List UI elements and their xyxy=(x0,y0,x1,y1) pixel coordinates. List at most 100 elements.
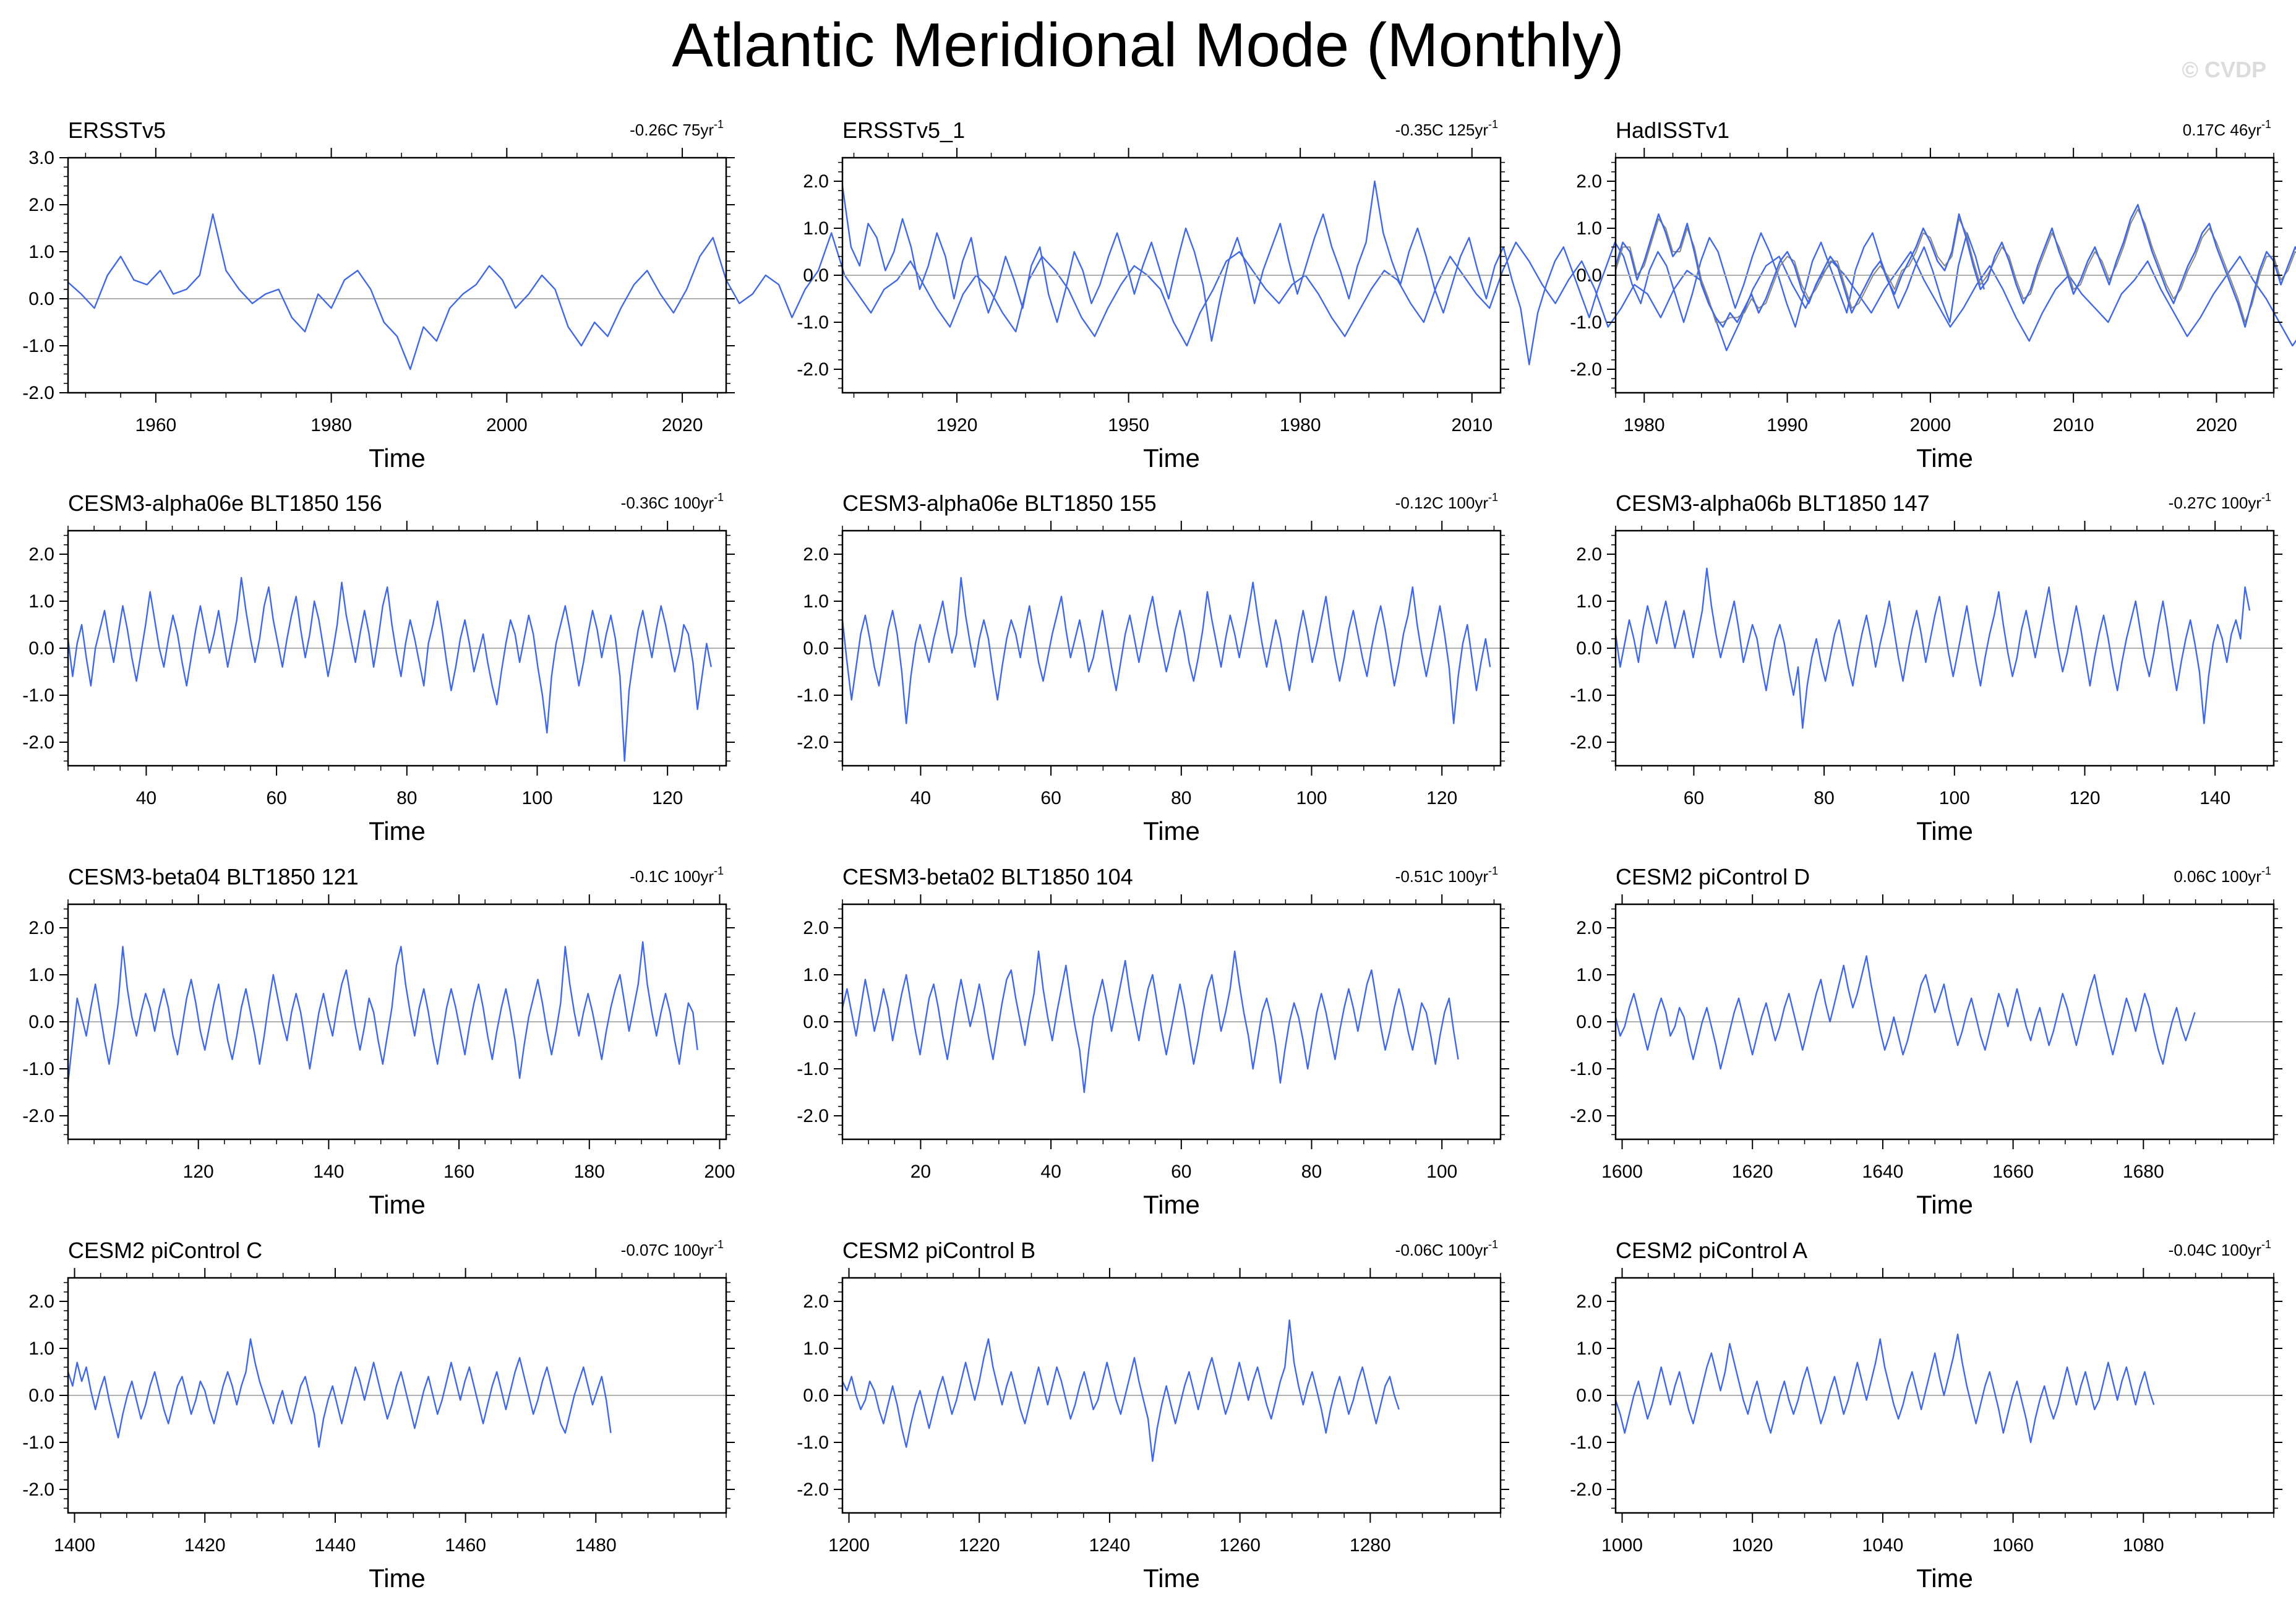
y-tick-label: 0.0 xyxy=(803,265,829,286)
y-tick-label: 1.0 xyxy=(803,1338,829,1359)
y-tick-label: 2.0 xyxy=(803,544,829,565)
x-tick-label: 1480 xyxy=(575,1535,617,1556)
x-axis-label: Time xyxy=(369,816,426,846)
x-tick-label: 1280 xyxy=(1350,1535,1391,1556)
x-axis-label: Time xyxy=(369,443,426,473)
y-tick-label: -1.0 xyxy=(1570,1432,1602,1453)
x-tick-label: 60 xyxy=(1040,788,1061,808)
trend-exponent: -1 xyxy=(714,1238,724,1251)
y-tick-label: -1.0 xyxy=(797,1432,829,1453)
y-tick-label: 2.0 xyxy=(1576,1291,1602,1312)
y-tick-label: -2.0 xyxy=(1570,732,1602,753)
x-tick-label: 1240 xyxy=(1089,1535,1131,1556)
y-tick-label: -2.0 xyxy=(22,732,54,753)
panel-title: CESM3-alpha06b BLT1850 147 xyxy=(1616,490,1930,516)
x-tick-label: 1420 xyxy=(184,1535,226,1556)
x-tick-label: 1980 xyxy=(1624,415,1665,435)
trend-exponent: -1 xyxy=(2261,118,2271,131)
x-tick-label: 120 xyxy=(652,788,683,808)
x-tick-label: 1660 xyxy=(1992,1162,2034,1182)
y-tick-label: 2.0 xyxy=(803,918,829,938)
y-tick-label: 2.0 xyxy=(1576,918,1602,938)
x-tick-label: 80 xyxy=(1814,788,1834,808)
y-tick-label: -2.0 xyxy=(797,1479,829,1500)
trend-label: -0.35C 125yr-1 xyxy=(1395,118,1498,139)
x-tick-label: 1460 xyxy=(445,1535,486,1556)
x-tick-label: 2020 xyxy=(662,415,703,435)
y-tick-label: -2.0 xyxy=(797,1106,829,1126)
y-tick-label: 0.0 xyxy=(803,1385,829,1406)
x-tick-label: 100 xyxy=(1426,1162,1457,1182)
y-tick-label: 0.0 xyxy=(28,638,54,659)
x-axis-label: Time xyxy=(1143,816,1200,846)
panel-title: HadISSTv1 xyxy=(1616,118,1729,143)
y-tick-label: -1.0 xyxy=(22,1432,54,1453)
panel-title: ERSSTv5 xyxy=(68,118,166,143)
y-tick-label: -1.0 xyxy=(1570,1059,1602,1079)
x-tick-label: 1960 xyxy=(135,415,176,435)
x-axis-label: Time xyxy=(1916,443,1973,473)
y-tick-label: 1.0 xyxy=(28,965,54,985)
x-tick-label: 200 xyxy=(704,1162,735,1182)
y-tick-label: 2.0 xyxy=(28,1291,54,1312)
trend-label: -0.06C 100yr-1 xyxy=(1395,1238,1498,1259)
y-tick-label: 0.0 xyxy=(803,638,829,659)
x-tick-label: 2010 xyxy=(1451,415,1493,435)
y-tick-label: 2.0 xyxy=(803,171,829,192)
series-line-1 xyxy=(841,180,1985,366)
y-tick-label: 2.0 xyxy=(1576,544,1602,565)
x-tick-label: 120 xyxy=(183,1162,214,1182)
x-tick-label: 1980 xyxy=(1280,415,1321,435)
panel-title: CESM2 piControl A xyxy=(1616,1238,1807,1263)
trend-label: -0.36C 100yr-1 xyxy=(621,491,724,512)
y-tick-label: 1.0 xyxy=(803,218,829,239)
y-tick-label: -2.0 xyxy=(22,383,54,403)
x-tick-label: 1950 xyxy=(1108,415,1149,435)
trend-exponent: -1 xyxy=(1488,491,1498,503)
series-line-1 xyxy=(67,213,2296,370)
series-line-2 xyxy=(1615,208,2296,323)
plot-frame xyxy=(67,156,727,394)
chart-panel-11: CESM2 piControl B -0.06C 100yr-1 2.0 1.0 0.0… xyxy=(797,1238,1509,1593)
chart-panel-10: CESM2 piControl C -0.07C 100yr-1 2.0 1.0 0.0… xyxy=(22,1238,735,1593)
x-tick-label: 1060 xyxy=(1992,1535,2034,1556)
series-line-1 xyxy=(841,1319,1400,1462)
series-line-1 xyxy=(67,941,698,1083)
figure-title: Atlantic Meridional Mode (Monthly) xyxy=(672,11,1624,80)
y-tick-label: 1.0 xyxy=(1576,965,1602,985)
y-tick-label: -2.0 xyxy=(1570,359,1602,380)
x-axis-label: Time xyxy=(1143,443,1200,473)
x-tick-label: 2000 xyxy=(486,415,528,435)
x-tick-label: 1400 xyxy=(54,1535,95,1556)
y-tick-label: -2.0 xyxy=(797,732,829,753)
x-tick-label: 1260 xyxy=(1219,1535,1261,1556)
x-tick-label: 1200 xyxy=(828,1535,870,1556)
series-line-1 xyxy=(1614,203,2296,328)
y-tick-label: -1.0 xyxy=(22,336,54,356)
x-tick-label: 100 xyxy=(1939,788,1970,808)
chart-panel-1: ERSSTv5 -0.26C 75yr-1 3.0 2.0 1.0 0.0 -1.0 -2.0… xyxy=(22,118,2296,473)
trend-label: 0.17C 46yr-1 xyxy=(2183,118,2271,139)
series-line-1 xyxy=(1614,567,2251,729)
trend-exponent: -1 xyxy=(2261,491,2271,503)
x-tick-label: 2000 xyxy=(1909,415,1951,435)
y-tick-label: 0.0 xyxy=(28,289,54,309)
series-line-1 xyxy=(841,950,1459,1094)
trend-label: -0.51C 100yr-1 xyxy=(1395,865,1498,886)
chart-panel-12: CESM2 piControl A -0.04C 100yr-1 2.0 1.0 0.0… xyxy=(1570,1238,2282,1593)
x-axis-label: Time xyxy=(369,1190,426,1219)
x-tick-label: 180 xyxy=(574,1162,605,1182)
y-tick-label: -1.0 xyxy=(797,685,829,706)
x-tick-label: 20 xyxy=(910,1162,931,1182)
series-line-1 xyxy=(67,576,712,762)
chart-panel-2: ERSSTv5_1 -0.35C 125yr-1 2.0 1.0 0.0 -1.0 -2.0… xyxy=(797,118,1985,473)
chart-panel-3: HadISSTv1 0.17C 46yr-1 2.0 1.0 0.0 -1.0 -2.0 19… xyxy=(1570,118,2296,473)
y-tick-label: 0.0 xyxy=(1576,1012,1602,1032)
x-axis-label: Time xyxy=(1916,816,1973,846)
y-tick-label: 2.0 xyxy=(28,918,54,938)
series-line-1 xyxy=(1614,1333,2155,1444)
x-tick-label: 60 xyxy=(1684,788,1704,808)
y-tick-label: -2.0 xyxy=(22,1106,54,1126)
chart-panel-5: CESM3-alpha06e BLT1850 155 -0.12C 100yr-1… xyxy=(797,490,1509,846)
y-tick-label: 2.0 xyxy=(28,195,54,215)
